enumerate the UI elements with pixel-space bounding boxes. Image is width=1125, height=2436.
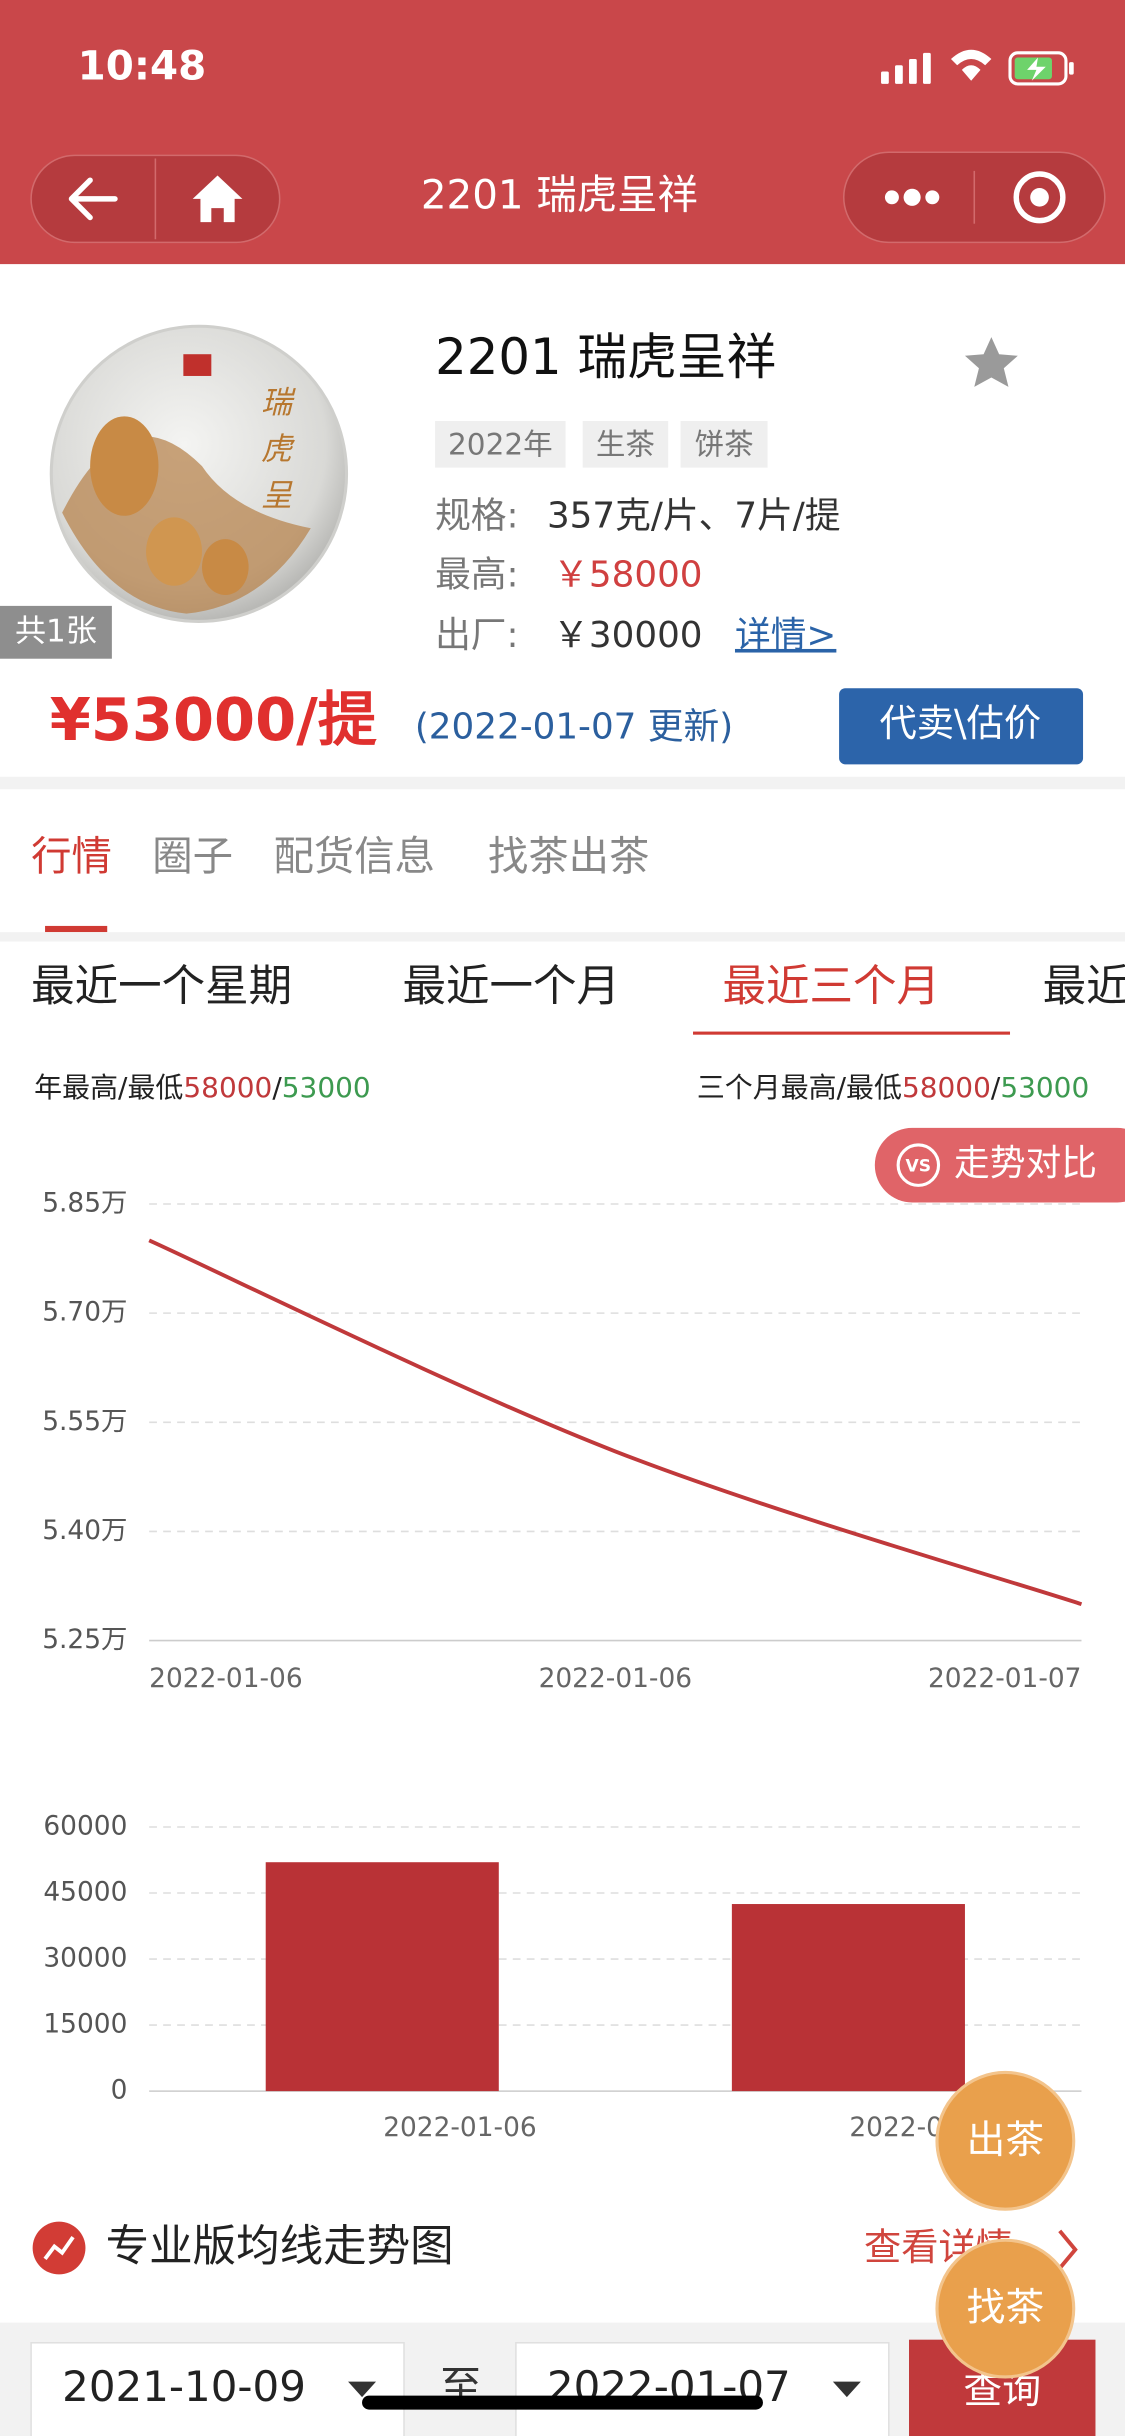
dropdown-arrow xyxy=(832,2381,861,2398)
factory-label: 出厂: xyxy=(435,615,518,656)
floating-button-label[interactable]: 找茶 xyxy=(967,2286,1045,2331)
nav-title: 2201 瑞虎呈祥 xyxy=(421,171,698,218)
separator xyxy=(0,932,1125,942)
x-tick-label: 2022-01-07 xyxy=(928,1663,1081,1694)
period-tab[interactable]: 最近一个月 xyxy=(402,962,620,1012)
svg-text:呈: 呈 xyxy=(261,478,293,514)
home-indicator xyxy=(362,2395,763,2410)
period-tab[interactable]: 最近 xyxy=(1043,962,1125,1012)
x-tick-label: 2022-01-06 xyxy=(149,1663,302,1694)
stats-line: 年最高/最低58000/53000 xyxy=(34,1071,371,1104)
period-tab[interactable]: 最近一个星期 xyxy=(31,962,292,1012)
nav-left-pill[interactable] xyxy=(30,154,281,244)
high-price: ￥58000 xyxy=(553,554,702,595)
svg-text:瑞: 瑞 xyxy=(261,385,296,421)
bar[interactable] xyxy=(731,1904,965,2092)
action-button-label[interactable]: 代卖\估价 xyxy=(879,701,1041,745)
period-tab[interactable]: 最近三个月 xyxy=(723,962,941,1012)
spec-label: 规格: xyxy=(435,495,518,536)
tab[interactable]: 找茶出茶 xyxy=(488,833,650,880)
factory-price: ￥30000 xyxy=(553,615,702,656)
product-image[interactable]: 瑞 虎 呈 xyxy=(49,324,349,623)
floating-button-label[interactable]: 出茶 xyxy=(967,2118,1045,2163)
status-icons xyxy=(881,49,1074,86)
separator xyxy=(0,776,1125,790)
stats-low: 53000 xyxy=(282,1071,371,1104)
dropdown-arrow xyxy=(348,2381,377,2398)
y-tick-label: 30000 xyxy=(43,1943,127,1974)
floating-button[interactable] xyxy=(935,2238,1076,2379)
stats-label: 年最高/最低 xyxy=(34,1071,183,1104)
image-badge[interactable]: 共1张 xyxy=(15,613,97,649)
tag: 饼茶 xyxy=(695,427,754,461)
x-tick-label: 2022-01-06 xyxy=(539,1663,692,1694)
active-period-indicator xyxy=(693,1031,1011,1035)
section-icon xyxy=(32,2221,86,2275)
updated: (2022-01-07 更新) xyxy=(415,707,733,748)
favorite-star[interactable] xyxy=(964,337,1018,387)
y-tick-label: 5.40万 xyxy=(42,1515,127,1546)
y-tick-label: 0 xyxy=(111,2075,128,2106)
y-tick-label: 5.85万 xyxy=(42,1188,127,1219)
details-link[interactable]: 详情> xyxy=(735,615,836,656)
date-to-box[interactable] xyxy=(515,2342,890,2436)
stats-high: 58000 xyxy=(183,1071,272,1104)
tag-bg xyxy=(582,421,669,468)
badge-bg xyxy=(0,605,112,659)
tab[interactable]: 配货信息 xyxy=(273,833,435,880)
high-label: 最高: xyxy=(435,554,518,595)
tag: 生茶 xyxy=(596,427,655,461)
compare-label[interactable]: 走势对比 xyxy=(954,1143,1097,1184)
action-button-bg[interactable] xyxy=(839,688,1084,765)
y-tick-label: 5.70万 xyxy=(42,1297,127,1328)
y-tick-label: 5.25万 xyxy=(42,1624,127,1655)
price: ¥53000/提 xyxy=(50,685,377,754)
vs-icon[interactable]: VS xyxy=(906,1157,932,1177)
y-tick-label: 15000 xyxy=(43,2009,127,2040)
status-time: 10:48 xyxy=(78,42,207,89)
active-tab-indicator xyxy=(45,925,108,933)
tab[interactable]: 行情 xyxy=(31,833,112,880)
line-series xyxy=(148,1238,1083,1607)
tag-bg xyxy=(435,421,566,468)
link-chevron xyxy=(1058,2229,1078,2270)
floating-button[interactable] xyxy=(935,2070,1076,2211)
y-tick-label: 60000 xyxy=(43,1811,127,1842)
compare-button[interactable] xyxy=(874,1127,1125,1203)
bar[interactable] xyxy=(265,1862,499,2092)
date-from-box[interactable] xyxy=(30,2342,405,2436)
y-tick-label: 5.55万 xyxy=(42,1406,127,1437)
tag: 2022年 xyxy=(448,427,553,461)
svg-text:虎: 虎 xyxy=(261,432,295,468)
stats-high: 58000 xyxy=(902,1071,991,1104)
date-from[interactable]: 2021-10-09 xyxy=(62,2362,306,2411)
x-tick-label: 2022-01-06 xyxy=(383,2112,536,2143)
stats-line: 三个月最高/最低58000/53000 xyxy=(697,1071,1089,1104)
stats-low: 53000 xyxy=(1000,1071,1089,1104)
tag-bg xyxy=(680,421,768,468)
spec: 357克/片、7片/提 xyxy=(547,495,841,536)
y-tick-label: 45000 xyxy=(43,1877,127,1908)
product-name: 2201 瑞虎呈祥 xyxy=(435,328,776,386)
tab[interactable]: 圈子 xyxy=(152,833,233,880)
stats-separator: / xyxy=(991,1071,1001,1104)
stats-label: 三个月最高/最低 xyxy=(697,1071,902,1104)
stats-separator: / xyxy=(272,1071,282,1104)
section-title: 专业版均线走势图 xyxy=(106,2222,454,2272)
nav-right-pill[interactable] xyxy=(842,151,1106,244)
